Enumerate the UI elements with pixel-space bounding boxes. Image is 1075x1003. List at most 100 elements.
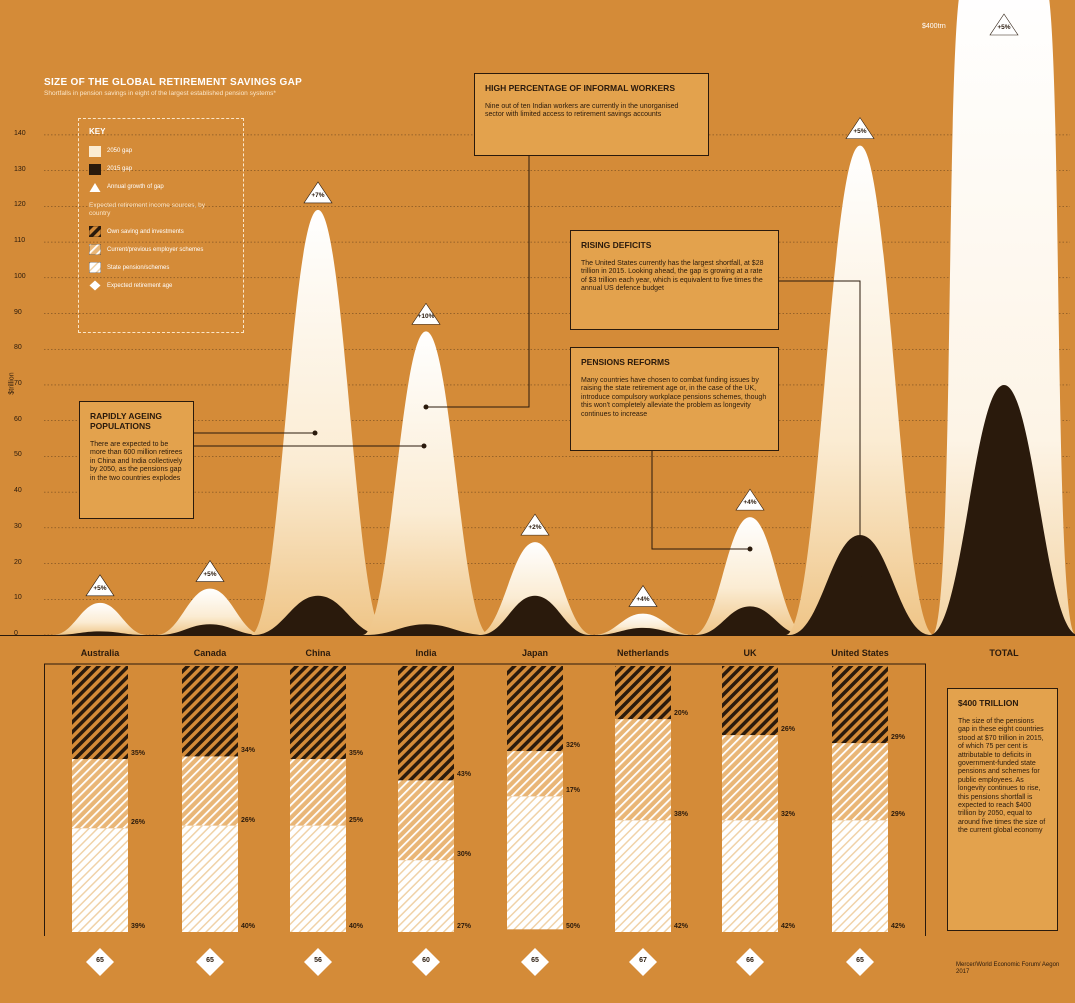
gap-2050-mound	[693, 517, 807, 635]
callout-ageing-populations: RAPIDLY AGEING POPULATIONS There are exp…	[79, 401, 194, 519]
percent-label: 40%	[241, 923, 256, 930]
gap-2015-mound	[158, 624, 262, 635]
callout-pension-reforms: PENSIONS REFORMS Many countries have cho…	[570, 347, 779, 451]
legend-label-2015: 2015 gap	[107, 166, 133, 172]
percent-label: 42%	[674, 923, 689, 930]
gap-2015-mound	[595, 627, 691, 635]
growth-label: +10%	[417, 313, 435, 321]
leader-dot	[747, 546, 753, 552]
y-tick-label: 130	[14, 165, 26, 173]
country-label: Netherlands	[616, 648, 669, 658]
gap-2015-mound	[479, 595, 591, 635]
retirement-age-label: 65	[531, 957, 539, 964]
legend-label-own: Own saving and investments	[107, 228, 184, 235]
income-bar-segment	[398, 666, 454, 781]
percent-label: 26%	[131, 819, 146, 827]
percent-label: 17%	[566, 787, 581, 795]
income-bar-segment	[832, 820, 888, 932]
income-bar-segment	[722, 735, 778, 821]
retirement-age-label: 65	[96, 957, 104, 964]
legend: KEY 2050 gap 2015 gap Annual growth of g…	[78, 118, 244, 333]
income-bars	[44, 663, 926, 936]
country-label: TOTAL	[989, 648, 1019, 658]
y-tick-label: 140	[14, 129, 26, 137]
growth-marker	[735, 488, 765, 511]
growth-label: +5%	[997, 24, 1011, 31]
income-bar-segment	[507, 751, 563, 797]
income-bar-segment	[832, 666, 888, 744]
legend-label-2050: 2050 gap	[107, 148, 133, 154]
gap-2015-mound	[365, 624, 487, 635]
growth-label: +4%	[636, 595, 650, 603]
callout-total-gap: $400 TRILLION The size of the pensions g…	[947, 688, 1058, 931]
growth-label: +5%	[853, 127, 867, 135]
growth-marker	[845, 117, 875, 139]
growth-label: +5%	[93, 584, 107, 592]
gap-2050-mound	[52, 602, 148, 635]
retirement-age-marker	[86, 948, 114, 976]
gap-2050-mound	[156, 588, 264, 635]
legend-item-growth: Annual growth of gap	[89, 178, 233, 196]
leader-dot	[423, 404, 429, 410]
growth-marker	[85, 574, 115, 597]
retirement-age-marker	[412, 948, 440, 976]
y-tick-label: 40	[14, 487, 22, 495]
income-bar-segment	[182, 825, 238, 932]
income-bar-segment	[615, 719, 671, 821]
retirement-age-marker	[196, 948, 224, 976]
income-bar-segment	[507, 666, 563, 752]
percent-label: 26%	[241, 816, 256, 824]
swatch-employer	[89, 244, 101, 256]
chart-title: SIZE OF THE GLOBAL RETIREMENT SAVINGS GA…	[44, 77, 303, 88]
percent-label: 30%	[457, 851, 472, 859]
income-bar-segment	[398, 860, 454, 932]
country-label: India	[415, 648, 437, 658]
gap-2015-mound	[696, 606, 804, 635]
gap-2050-mound	[593, 613, 693, 635]
percent-label: 25%	[349, 816, 364, 824]
country-label: Australia	[80, 648, 120, 658]
swatch-own	[89, 226, 101, 238]
income-bar-segment	[290, 666, 346, 760]
gap-2015-mound	[55, 631, 145, 635]
growth-label: +5%	[203, 570, 217, 578]
income-bar-segment	[182, 756, 238, 826]
retirement-age-marker	[629, 948, 657, 976]
growth-marker	[195, 560, 225, 582]
callout-reforms-text: Many countries have chosen to combat fun…	[581, 377, 767, 418]
percent-label: 42%	[781, 923, 796, 930]
retirement-age-marker	[304, 948, 332, 976]
callout-informal-text: Nine out of ten Indian workers are curre…	[485, 103, 679, 119]
retirement-age-label: 60	[422, 957, 430, 964]
legend-item-2050: 2050 gap	[89, 142, 233, 160]
percent-label: 32%	[566, 742, 581, 750]
income-bar-segment	[290, 759, 346, 826]
legend-item-state: State pension/schemes	[89, 259, 233, 277]
gap-2050-mound	[362, 331, 490, 635]
growth-label: +7%	[311, 191, 325, 199]
gap-2050-mound	[932, 0, 1075, 635]
percent-label: 35%	[349, 750, 364, 758]
income-bar-segment	[722, 666, 778, 736]
retirement-age-label: 66	[746, 957, 754, 964]
chart-subtitle: Shortfalls in pension savings in eight o…	[44, 90, 276, 97]
growth-marker	[303, 181, 333, 204]
leader-informal	[426, 156, 530, 408]
income-bar-segment	[182, 666, 238, 757]
callout-rising-deficits: RISING DEFICITS The United States curren…	[570, 230, 779, 330]
y-tick-label: 110	[14, 237, 26, 245]
legend-item-2015: 2015 gap	[89, 160, 233, 178]
gap-2015-mound	[789, 534, 931, 635]
percent-label: 42%	[891, 923, 906, 930]
callout-deficits-text: The United States currently has the larg…	[581, 260, 764, 293]
callout-total-title: $400 TRILLION	[958, 698, 1019, 708]
gap-2015-mound	[253, 595, 383, 635]
legend-item-own: Own saving and investments	[89, 223, 233, 241]
gap-2015-mound	[929, 384, 1075, 635]
swatch-2015	[89, 163, 101, 175]
country-label: Japan	[521, 648, 548, 658]
country-label: United States	[831, 648, 889, 658]
retirement-age-marker	[521, 948, 549, 976]
